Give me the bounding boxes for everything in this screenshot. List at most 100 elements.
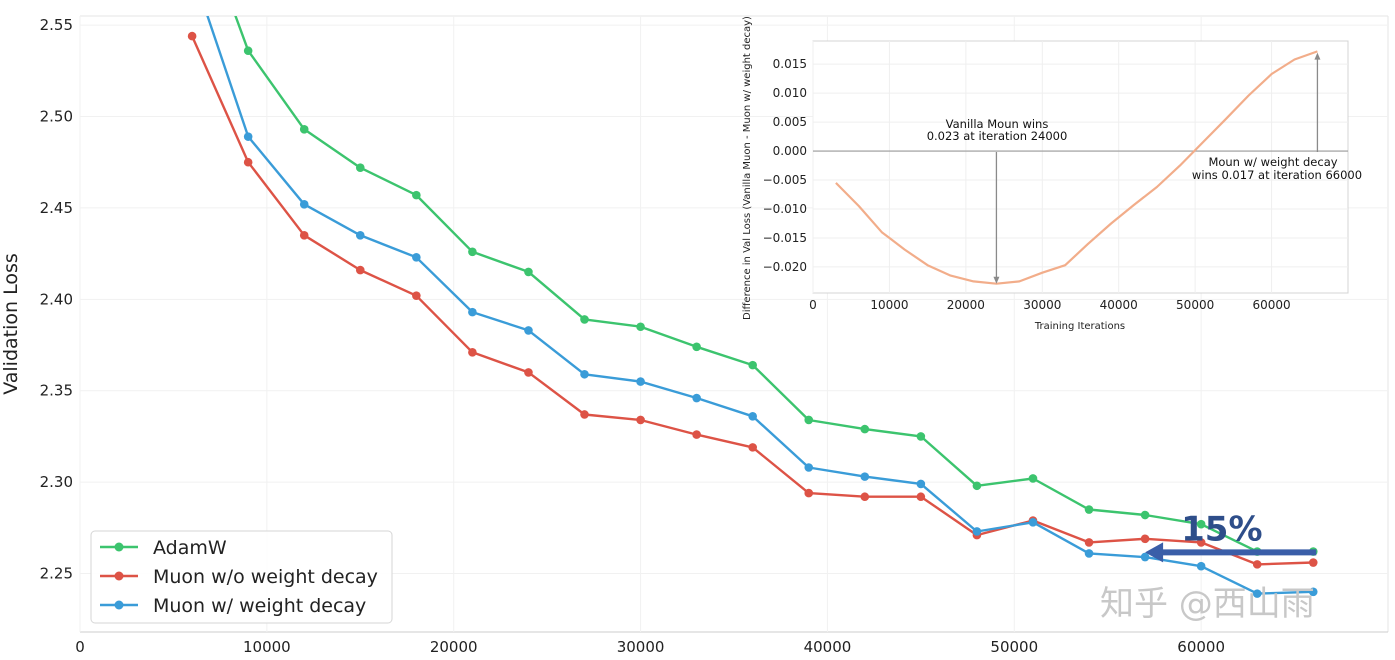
data-point <box>524 368 533 377</box>
inset-chart: 0 10000 20000 30000 40000 50000 60000 0.015 0.01… <box>742 16 1362 332</box>
main-xtick-label: 40000 <box>804 638 852 656</box>
data-point <box>972 481 982 491</box>
data-point <box>1084 505 1094 514</box>
legend-box <box>90 530 393 624</box>
data-point <box>299 231 309 240</box>
data-point <box>412 252 421 262</box>
data-point <box>1140 534 1150 544</box>
data-point <box>1028 518 1038 527</box>
main-ytick-label: 2.45 <box>40 199 73 217</box>
legend-marker-adamw <box>114 542 124 552</box>
data-point <box>243 46 253 56</box>
inset-ytick-label: 0.000 <box>773 144 807 158</box>
inset-xtick-label: 30000 <box>1023 298 1061 312</box>
data-point <box>299 199 309 209</box>
data-point <box>1084 549 1094 558</box>
inset-xtick-label: 20000 <box>947 298 985 312</box>
data-point <box>692 430 701 439</box>
speedup-annotation: 15% <box>1145 509 1317 563</box>
main-series <box>187 16 1318 598</box>
data-point <box>860 424 870 434</box>
data-point <box>412 190 421 200</box>
data-point <box>692 342 701 352</box>
data-point <box>580 315 589 324</box>
main-xtick-label: 30000 <box>617 638 665 656</box>
inset-ytick-label: 0.010 <box>773 86 807 100</box>
data-point <box>636 377 645 386</box>
inset-xtick-label: 40000 <box>1100 298 1138 312</box>
data-point <box>243 157 253 167</box>
watermark: 知乎 @西山雨 <box>1100 584 1315 624</box>
main-xtick-label: 50000 <box>990 638 1038 656</box>
annotation-vanilla-line2: 0.023 at iteration 24000 <box>927 129 1068 143</box>
main-ytick-label: 2.50 <box>40 108 73 126</box>
inset-xlabel: Training Iterations <box>1034 321 1125 332</box>
inset-ytick-label: −0.020 <box>763 260 807 274</box>
main-ytick-label: 2.55 <box>40 16 73 34</box>
data-point <box>804 488 814 498</box>
inset-ticks: 0 10000 20000 30000 40000 50000 60000 0.015 0.01… <box>763 57 1291 312</box>
data-point <box>1084 538 1094 547</box>
data-point <box>1196 519 1206 529</box>
legend-marker-muon-wd <box>114 600 124 610</box>
data-point <box>580 410 589 419</box>
legend-label-adamw: AdamW <box>153 537 227 559</box>
main-ytick-label: 2.30 <box>40 473 73 491</box>
main-ylabel: Validation Loss <box>0 253 22 395</box>
inset-ytick-label: 0.015 <box>773 57 807 71</box>
data-point <box>1308 558 1318 567</box>
data-point <box>748 360 757 370</box>
annotation-arrow-head-vanilla <box>993 276 1000 284</box>
data-point <box>580 369 589 379</box>
speedup-arrow-head <box>1145 542 1164 563</box>
inset-ytick-label: −0.015 <box>763 231 807 245</box>
data-point <box>524 267 533 277</box>
legend: AdamW Muon w/o weight decay Muon w/ weig… <box>90 530 393 624</box>
data-point <box>243 132 253 141</box>
main-ytick-label: 2.25 <box>40 565 73 583</box>
data-point <box>804 415 814 425</box>
main-xtick-label: 10000 <box>243 638 291 656</box>
inset-xtick-label: 50000 <box>1176 298 1214 312</box>
data-point <box>692 393 701 403</box>
data-point <box>860 472 870 481</box>
data-point <box>972 527 982 536</box>
data-point <box>412 291 421 300</box>
inset-series <box>835 50 1318 285</box>
annotation-wd-line1: Moun w/ weight decay <box>1208 155 1337 169</box>
data-point <box>1028 474 1038 483</box>
legend-label-muon-wd: Muon w/ weight decay <box>153 595 366 617</box>
data-point <box>1252 560 1262 569</box>
main-ytick-label: 2.35 <box>40 382 73 400</box>
inset-ytick-label: 0.005 <box>773 115 807 129</box>
data-point <box>748 412 757 421</box>
data-point <box>1196 561 1206 571</box>
data-point <box>468 307 477 317</box>
annotation-arrow-head-wd <box>1314 52 1321 60</box>
data-point <box>916 479 926 489</box>
main-ytick-label: 2.40 <box>40 290 73 308</box>
data-point <box>916 492 926 502</box>
main-xtick-label: 20000 <box>430 638 478 656</box>
data-point <box>1252 589 1262 598</box>
inset-ytick-label: −0.005 <box>763 173 807 187</box>
data-point <box>524 326 533 335</box>
legend-marker-muon-no-wd <box>114 571 124 581</box>
legend-label-muon-no-wd: Muon w/o weight decay <box>153 566 378 588</box>
inset-xtick-label: 60000 <box>1252 298 1290 312</box>
data-point <box>748 443 757 452</box>
data-point <box>1140 510 1150 520</box>
main-xtick-label: 60000 <box>1177 638 1225 656</box>
data-point <box>804 463 814 472</box>
data-point <box>299 125 309 134</box>
inset-xtick-label: 10000 <box>870 298 908 312</box>
inset-series-line <box>835 50 1318 285</box>
data-point <box>636 322 645 332</box>
data-point <box>355 231 365 240</box>
main-ticks: 0 10000 20000 30000 40000 50000 60000 2.25 2.30 2… <box>40 16 1225 656</box>
main-xtick-label: 0 <box>75 638 85 656</box>
data-point <box>355 265 365 275</box>
data-point <box>636 415 645 425</box>
data-point <box>355 163 365 173</box>
inset-ytick-label: −0.010 <box>763 202 807 216</box>
